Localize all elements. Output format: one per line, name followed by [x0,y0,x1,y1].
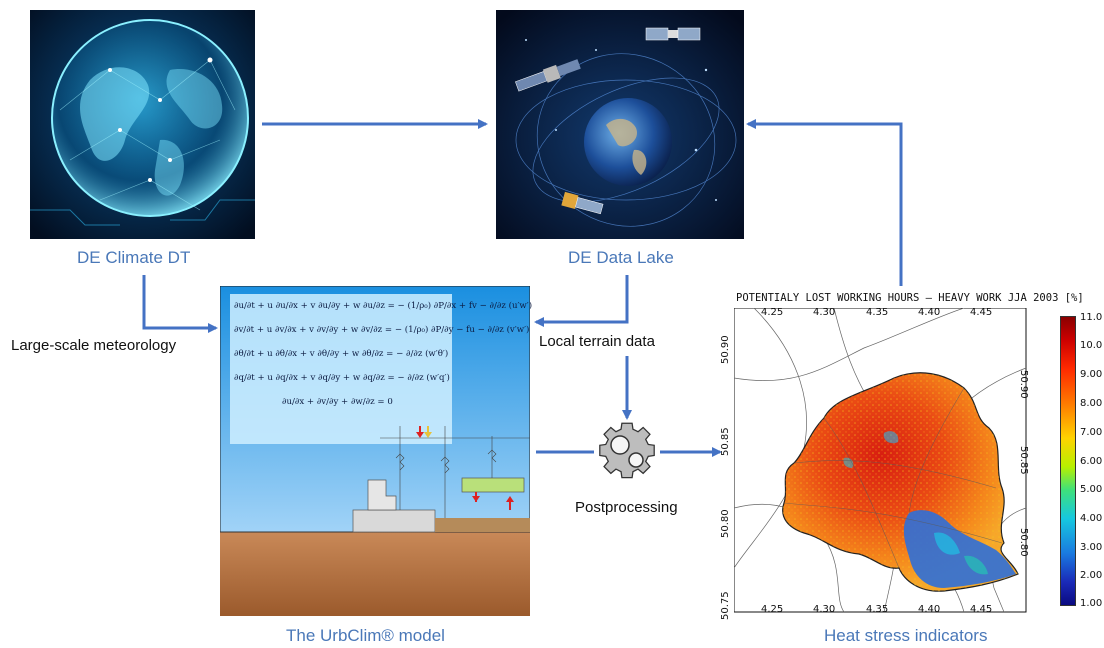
lat-tick: 50.80 [1018,528,1029,557]
colorbar-tick: 11.0 [1080,312,1103,323]
digital-globe-image [30,10,255,239]
heat-stress-map [734,308,1027,613]
colorbar-tick: 4.00 [1080,513,1103,524]
satellite-icon [515,59,581,92]
colorbar-tick: 7.00 [1080,427,1103,438]
colorbar-tick: 1.00 [1080,598,1103,609]
equation-moisture: ∂q/∂t + u ∂q/∂x + v ∂q/∂y + w ∂q/∂z = − … [234,373,450,383]
lon-tick: 4.30 [813,307,836,318]
arrow-meteorology [142,275,218,333]
forest-region [903,510,1016,588]
equation-u-momentum: ∂u/∂t + u ∂u/∂x + v ∂u/∂y + w ∂u/∂z = − … [234,301,533,311]
lon-tick: 4.25 [761,604,784,615]
satellite-icon [561,191,604,215]
colorbar-tick: 8.00 [1080,398,1103,409]
arrow-terrain [534,275,629,327]
lon-tick: 4.40 [918,307,941,318]
colorbar-tick: 5.00 [1080,484,1103,495]
lat-tick: 50.85 [1018,446,1029,475]
urbclim-diagram [220,286,530,616]
colorbar-tick: 6.00 [1080,456,1103,467]
lat-tick: 50.90 [1018,370,1029,399]
colorbar-tick: 2.00 [1080,570,1103,581]
lon-tick: 4.25 [761,307,784,318]
arrow-heatstress-to-datalake [746,119,903,286]
colorbar [1060,316,1076,606]
lon-tick: 4.40 [918,604,941,615]
equation-heat: ∂θ/∂t + u ∂θ/∂x + v ∂θ/∂y + w ∂θ/∂z = − … [234,349,449,359]
data-lake-node: DE Data Lake [496,10,744,267]
heat-stress-node: POTENTIALY LOST WORKING HOURS – HEAVY WO… [718,286,1104,646]
urbclim-caption: The UrbClim® model [286,626,445,645]
colorbar-tick: 10.0 [1080,340,1103,351]
equation-v-momentum: ∂v/∂t + u ∂v/∂x + v ∂v/∂y + w ∂v/∂z = − … [234,325,530,335]
lon-tick: 4.45 [970,307,993,318]
lon-tick: 4.45 [970,604,993,615]
lon-tick: 4.35 [866,307,889,318]
lon-tick: 4.35 [866,604,889,615]
colorbar-tick: 9.00 [1080,369,1103,380]
lon-tick: 4.30 [813,604,836,615]
gear-icon [599,422,655,479]
meteorology-label: Large-scale meteorology [11,337,177,354]
satellite-icon [645,27,701,41]
lat-tick: 50.80 [720,509,731,538]
satellite-earth-image [496,10,744,239]
equations-block: ∂u/∂t + u ∂u/∂x + v ∂u/∂y + w ∂u/∂z = − … [234,294,533,414]
heat-stress-caption: Heat stress indicators [824,626,988,645]
climate-dt-node: DE Climate DT [30,10,255,267]
map-title: POTENTIALY LOST WORKING HOURS – HEAVY WO… [736,292,1084,304]
data-lake-caption: DE Data Lake [568,248,674,267]
lat-tick: 50.75 [720,591,731,620]
lat-tick: 50.90 [720,335,731,364]
equation-continuity: ∂u/∂x + ∂v/∂y + ∂w/∂z = 0 [282,397,393,407]
colorbar-tick: 3.00 [1080,542,1103,553]
terrain-label: Local terrain data [539,333,655,350]
lat-tick: 50.85 [720,427,731,456]
climate-dt-caption: DE Climate DT [77,248,191,267]
urbclim-node: ∂u/∂t + u ∂u/∂x + v ∂u/∂y + w ∂u/∂z = − … [220,286,533,645]
postprocessing-label: Postprocessing [575,499,678,516]
